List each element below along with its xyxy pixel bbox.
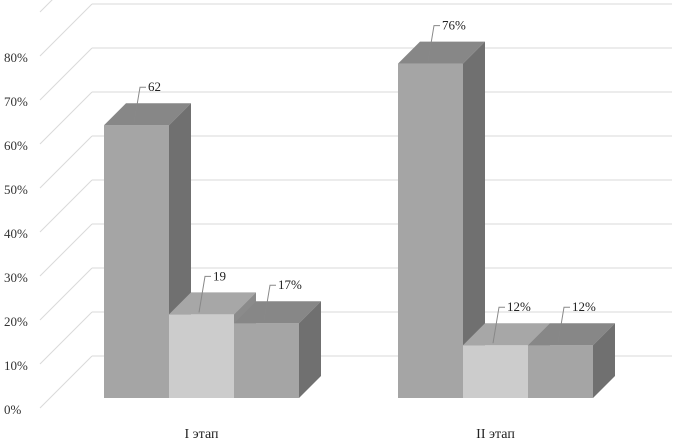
y-axis-ticks: 0% 10% 20% 30% 40% 50% 60% 70% 80% [4, 50, 28, 417]
y-tick-label: 50% [4, 182, 28, 197]
y-tick-label: 40% [4, 226, 28, 241]
bar-top [104, 103, 191, 126]
bar [398, 63, 463, 398]
data-label-leader [557, 306, 570, 344]
gridline-diagonal [39, 179, 93, 233]
category-label: I этап [185, 427, 219, 440]
bar-top [169, 292, 256, 315]
data-label: 12% [572, 299, 596, 314]
data-label: 19 [213, 268, 226, 283]
y-tick-label: 0% [4, 402, 22, 417]
data-label-leader [198, 275, 211, 313]
bar-top [398, 41, 485, 64]
gridline-diagonal [39, 47, 93, 101]
bar [169, 314, 234, 398]
bar-side [299, 301, 321, 398]
y-tick-label: 70% [4, 94, 28, 109]
y-tick-label: 80% [4, 50, 28, 65]
data-label-leader [427, 25, 440, 62]
gridline-diagonal [39, 267, 93, 321]
data-label-leader [263, 284, 276, 322]
bar-side [463, 41, 485, 398]
y-tick-label: 10% [4, 358, 28, 373]
gridline-diagonal [39, 223, 93, 277]
y-tick-label: 60% [4, 138, 28, 153]
gridline-diagonal [39, 91, 93, 145]
y-tick-label: 20% [4, 314, 28, 329]
gridline-diagonal [39, 3, 93, 57]
data-labels: 62 76% 19 12% 17% 12% [133, 18, 596, 344]
y-tick-label: 30% [4, 270, 28, 285]
bar-top [463, 323, 550, 346]
data-label: 12% [507, 299, 531, 314]
bar-side [593, 323, 615, 398]
data-label-leader [133, 86, 146, 124]
gridline-diagonal [39, 355, 93, 409]
bars [104, 41, 615, 398]
category-label: II этап [476, 427, 515, 440]
gridline-diagonal [39, 0, 53, 13]
category-labels: I этап II этап [185, 427, 516, 440]
gridline-diagonal [39, 135, 93, 189]
bar [463, 345, 528, 398]
bar-top [528, 323, 615, 346]
data-label: 62 [148, 79, 161, 94]
bar [234, 323, 299, 398]
gridline-diagonal [39, 311, 93, 365]
data-label: 17% [278, 277, 302, 292]
data-label-leader [492, 306, 505, 344]
bar [528, 345, 593, 398]
bar-top [234, 301, 321, 324]
data-label: 76% [442, 18, 466, 33]
bar [104, 125, 169, 398]
